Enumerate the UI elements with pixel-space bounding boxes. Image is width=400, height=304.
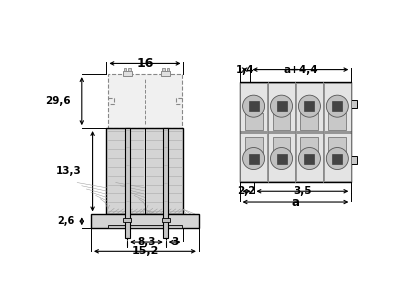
Circle shape bbox=[298, 147, 320, 170]
Bar bbox=[245, 137, 262, 154]
Circle shape bbox=[242, 95, 265, 117]
Bar bbox=[108, 74, 182, 128]
Text: 16: 16 bbox=[136, 57, 154, 70]
Bar bbox=[161, 71, 170, 76]
Bar bbox=[272, 137, 290, 154]
Circle shape bbox=[298, 95, 320, 117]
Bar bbox=[91, 214, 199, 228]
Bar bbox=[328, 113, 346, 130]
Bar bbox=[240, 82, 351, 182]
Bar bbox=[245, 100, 250, 108]
Bar bbox=[300, 113, 318, 130]
Bar bbox=[240, 83, 267, 131]
Text: 8,3: 8,3 bbox=[137, 237, 156, 247]
Bar bbox=[300, 137, 318, 154]
Bar bbox=[324, 83, 350, 131]
Text: a+4,4: a+4,4 bbox=[283, 64, 318, 74]
Text: 2,2: 2,2 bbox=[237, 186, 256, 196]
Bar bbox=[162, 218, 170, 222]
Bar bbox=[125, 128, 130, 238]
Text: 15,2: 15,2 bbox=[131, 246, 159, 256]
Bar bbox=[245, 156, 250, 164]
Bar bbox=[123, 218, 131, 222]
Bar bbox=[249, 101, 259, 111]
Bar bbox=[296, 83, 323, 131]
Bar bbox=[328, 137, 346, 154]
Text: 1,4: 1,4 bbox=[235, 64, 254, 74]
Bar bbox=[304, 101, 314, 111]
Text: 3: 3 bbox=[171, 237, 178, 247]
Bar bbox=[296, 133, 323, 181]
Bar bbox=[240, 133, 267, 181]
Circle shape bbox=[326, 147, 348, 170]
Bar bbox=[324, 133, 350, 181]
Bar bbox=[123, 71, 132, 76]
Circle shape bbox=[242, 147, 265, 170]
Text: 3,5: 3,5 bbox=[293, 186, 312, 196]
Bar bbox=[108, 225, 182, 228]
Bar bbox=[167, 68, 169, 71]
Bar bbox=[332, 101, 342, 111]
Text: 29,6: 29,6 bbox=[45, 96, 71, 106]
Bar bbox=[332, 154, 342, 164]
Bar bbox=[304, 154, 314, 164]
Bar bbox=[268, 83, 295, 131]
Bar bbox=[245, 113, 262, 130]
Bar bbox=[272, 113, 290, 130]
Circle shape bbox=[326, 95, 348, 117]
Bar bbox=[106, 128, 184, 214]
Bar bbox=[351, 156, 357, 164]
Bar bbox=[268, 133, 295, 181]
Bar bbox=[351, 100, 357, 108]
Bar bbox=[164, 128, 168, 238]
Text: 2,6: 2,6 bbox=[57, 216, 74, 226]
Bar bbox=[276, 101, 286, 111]
Bar bbox=[276, 154, 286, 164]
Bar bbox=[128, 68, 131, 71]
Circle shape bbox=[270, 147, 292, 170]
Text: a: a bbox=[292, 195, 300, 209]
Circle shape bbox=[270, 95, 292, 117]
Bar bbox=[249, 154, 259, 164]
Bar bbox=[162, 68, 164, 71]
Text: 13,3: 13,3 bbox=[56, 166, 82, 176]
Bar bbox=[124, 68, 126, 71]
